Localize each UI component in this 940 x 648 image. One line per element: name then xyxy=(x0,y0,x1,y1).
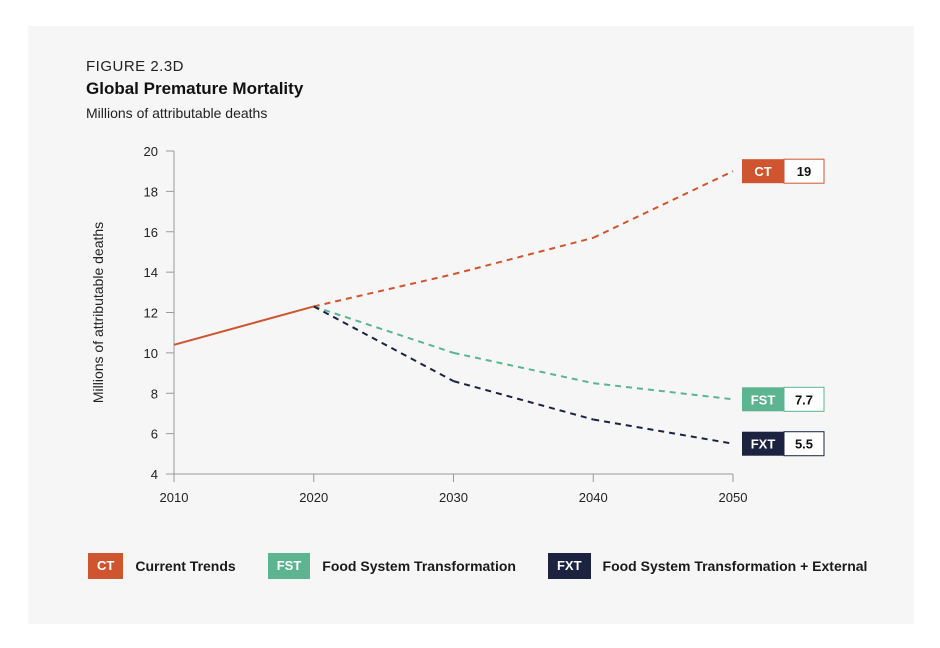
legend-swatch-ct: CT xyxy=(88,553,124,579)
y-tick-label: 12 xyxy=(144,306,158,321)
x-tick-label: 2030 xyxy=(439,490,468,505)
series-segment-fst xyxy=(593,382,734,401)
figure-card xyxy=(28,26,914,624)
end-label-value-fxt: 5.5 xyxy=(795,437,813,452)
legend-swatch-fst: FST xyxy=(267,553,311,579)
y-tick-label: 18 xyxy=(144,184,158,199)
figure-number: FIGURE 2.3D xyxy=(86,58,185,75)
y-axis-label: Millions of attributable deaths xyxy=(90,222,106,403)
end-label-value-box-fst xyxy=(783,386,825,412)
y-tick-label: 14 xyxy=(144,265,158,280)
y-tick-label: 4 xyxy=(151,467,158,482)
legend-item-fxt: FXT Food System Transformation + Externa… xyxy=(547,553,868,579)
series-segment-ct xyxy=(173,305,315,346)
end-label-value-box-fxt xyxy=(783,431,825,457)
series-segment-fst xyxy=(313,305,454,354)
chart-subtitle: Millions of attributable deaths xyxy=(86,105,268,121)
legend-label-fxt: Food System Transformation + External xyxy=(602,558,868,574)
x-tick-label: 2050 xyxy=(719,490,748,505)
legend-label-fst: Food System Transformation xyxy=(322,558,516,574)
y-tick-label: 20 xyxy=(144,144,158,159)
end-label-value-ct: 19 xyxy=(797,164,811,179)
end-label-tag-ct xyxy=(742,159,784,184)
end-label-abbr-fxt: FXT xyxy=(751,437,776,452)
x-tick-label: 2040 xyxy=(579,490,608,505)
y-tick-label: 6 xyxy=(151,427,158,442)
series-segment-fst xyxy=(453,351,594,385)
end-label-abbr-ct: CT xyxy=(754,164,771,179)
legend-swatch-fxt: FXT xyxy=(547,553,591,579)
y-tick-label: 10 xyxy=(144,346,158,361)
legend-item-fst: FST Food System Transformation xyxy=(267,553,516,579)
end-label-tag-fst xyxy=(742,387,784,412)
y-tick-label: 8 xyxy=(151,386,158,401)
end-label-abbr-fst: FST xyxy=(751,392,776,407)
y-tick-label: 16 xyxy=(144,225,158,240)
series-segment-ct xyxy=(313,273,454,308)
chart-title: Global Premature Mortality xyxy=(86,79,304,98)
legend: CT Current Trends FST Food System Transf… xyxy=(88,552,899,580)
series-segment-fxt xyxy=(313,305,454,383)
series-segment-fxt xyxy=(453,380,594,421)
end-label-tag-fxt xyxy=(742,431,784,456)
series-segment-fxt xyxy=(593,418,734,445)
legend-item-ct: CT Current Trends xyxy=(88,553,236,579)
x-tick-label: 2010 xyxy=(160,490,189,505)
end-label-value-box-ct xyxy=(783,158,825,184)
x-tick-label: 2020 xyxy=(299,490,328,505)
legend-label-ct: Current Trends xyxy=(135,558,236,574)
series-segment-ct xyxy=(453,236,594,276)
end-label-value-fst: 7.7 xyxy=(795,392,813,407)
series-segment-ct xyxy=(592,170,734,239)
